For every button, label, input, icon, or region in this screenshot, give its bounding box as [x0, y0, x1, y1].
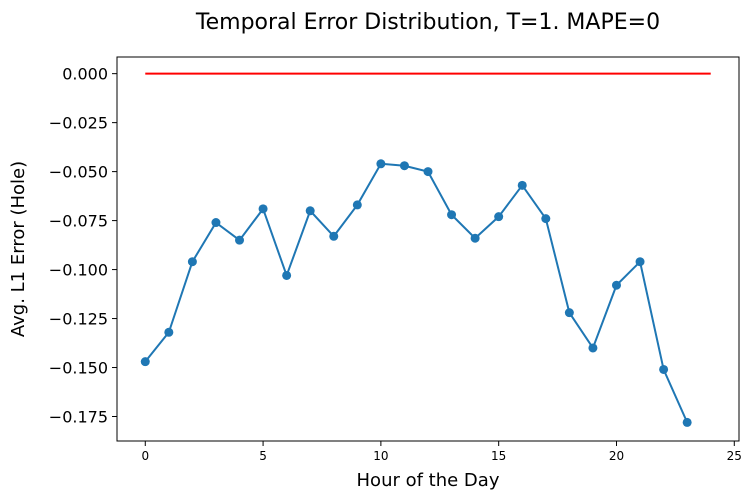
data-point — [682, 417, 692, 427]
x-tick-label: 10 — [373, 449, 388, 463]
data-point — [211, 218, 221, 228]
axis-ticks: 0 5 10 15 20 25 0.000 −0.025 −0.050 −0.075 −0.100 −… — [49, 65, 742, 463]
data-point — [611, 280, 621, 290]
y-tick-label: 0.000 — [62, 65, 108, 84]
x-tick-label: 25 — [727, 449, 742, 463]
x-tick-label: 0 — [141, 449, 149, 463]
plot-area — [140, 72, 711, 427]
data-point — [564, 308, 574, 318]
x-axis-label: Hour of the Day — [357, 470, 500, 491]
data-point — [187, 257, 197, 267]
y-tick-label: −0.150 — [49, 359, 108, 378]
data-point — [282, 270, 292, 280]
series-0-line — [144, 162, 689, 423]
chart-title: Temporal Error Distribution, T=1. MAPE=0 — [195, 10, 660, 35]
y-axis-label: Avg. L1 Error (Hole) — [8, 161, 29, 337]
x-tick-label: 5 — [259, 449, 267, 463]
data-point — [635, 257, 645, 267]
data-point — [470, 233, 480, 243]
y-tick-label: −0.100 — [49, 261, 108, 280]
data-point — [399, 161, 409, 171]
data-point — [588, 343, 598, 353]
data-point — [376, 159, 386, 169]
data-point — [517, 180, 527, 190]
x-tick-label: 20 — [609, 449, 624, 463]
data-point — [352, 200, 362, 210]
axes-frame — [116, 56, 740, 442]
data-point — [140, 357, 150, 367]
data-point — [494, 212, 504, 222]
y-tick-label: −0.125 — [49, 310, 108, 329]
data-point — [423, 167, 433, 177]
data-point — [541, 214, 551, 224]
data-point — [235, 235, 245, 245]
data-point — [258, 204, 268, 214]
y-tick-label: −0.075 — [49, 212, 108, 231]
data-point — [305, 206, 315, 216]
y-tick-label: −0.175 — [49, 408, 108, 427]
x-tick-label: 15 — [491, 449, 506, 463]
y-tick-label: −0.050 — [49, 163, 108, 182]
data-point — [659, 364, 669, 374]
data-point — [164, 327, 174, 337]
data-point — [447, 210, 457, 220]
data-point — [329, 231, 339, 241]
y-tick-label: −0.025 — [49, 114, 108, 133]
